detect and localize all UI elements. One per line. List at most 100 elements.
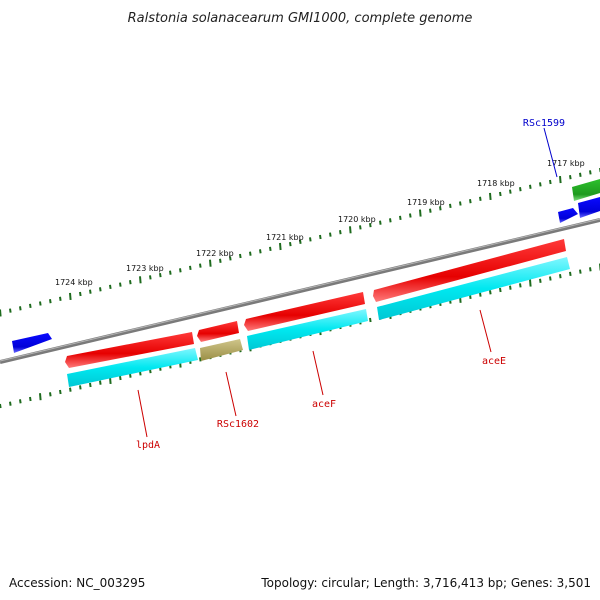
minor-tick bbox=[519, 187, 522, 192]
minor-tick bbox=[69, 387, 72, 392]
minor-tick bbox=[49, 392, 52, 397]
minor-tick bbox=[469, 199, 472, 204]
minor-tick bbox=[299, 239, 302, 244]
major-tick bbox=[529, 279, 532, 287]
minor-tick bbox=[509, 189, 512, 194]
kbp-label-1718: 1718 kbp bbox=[477, 179, 515, 188]
minor-tick bbox=[19, 399, 22, 404]
minor-tick bbox=[589, 170, 592, 175]
minor-tick bbox=[539, 182, 542, 187]
minor-tick bbox=[159, 272, 162, 278]
reverse-strand-features bbox=[67, 257, 570, 387]
minor-tick bbox=[329, 232, 332, 237]
minor-tick bbox=[219, 258, 222, 263]
gene-label-aceE[interactable]: aceE bbox=[482, 356, 506, 367]
minor-tick bbox=[439, 206, 442, 211]
gene-label-RSc1602[interactable]: RSc1602 bbox=[217, 419, 259, 430]
cds-feature-RSc1602[interactable] bbox=[197, 321, 239, 342]
minor-tick bbox=[229, 256, 232, 261]
minor-tick bbox=[359, 225, 362, 230]
minor-tick bbox=[579, 172, 582, 177]
minor-tick bbox=[589, 267, 592, 272]
minor-tick bbox=[509, 285, 512, 290]
map-title: Ralstonia solanacearum GMI1000, complete… bbox=[128, 11, 473, 26]
minor-tick bbox=[169, 270, 172, 275]
minor-tick bbox=[29, 303, 32, 309]
minor-tick bbox=[379, 220, 382, 225]
minor-tick bbox=[429, 208, 432, 213]
cds-feature-right-green[interactable] bbox=[572, 179, 600, 201]
major-tick bbox=[419, 209, 422, 217]
minor-tick bbox=[259, 249, 262, 254]
major-tick bbox=[349, 226, 352, 234]
cds-feature-aceE-rev[interactable] bbox=[377, 257, 570, 320]
minor-tick bbox=[39, 301, 42, 306]
accession-text: Accession: NC_003295 bbox=[9, 576, 145, 590]
minor-tick bbox=[199, 357, 202, 362]
gene-leader-lines bbox=[137, 127, 558, 438]
minor-tick bbox=[109, 284, 112, 290]
minor-tick bbox=[89, 382, 92, 388]
major-tick bbox=[39, 393, 42, 401]
minor-tick bbox=[459, 201, 462, 206]
minor-tick bbox=[399, 215, 402, 221]
minor-tick bbox=[499, 287, 502, 293]
minor-tick bbox=[149, 275, 152, 280]
gene-label-RSc1599[interactable]: RSc1599 bbox=[523, 118, 565, 129]
leader-aceF bbox=[312, 350, 324, 396]
leader-lpdA bbox=[137, 389, 148, 438]
gene-labels: lpdA RSc1602 aceF aceE RSc1599 bbox=[136, 118, 565, 451]
minor-tick bbox=[249, 251, 252, 256]
leader-RSc1599 bbox=[543, 127, 558, 178]
minor-tick bbox=[549, 179, 552, 185]
cds-feature-RSc1599[interactable] bbox=[558, 208, 578, 223]
minor-tick bbox=[89, 289, 92, 294]
minor-tick bbox=[309, 237, 312, 242]
minor-tick bbox=[369, 317, 372, 323]
leader-RSc1602 bbox=[225, 371, 237, 417]
minor-tick bbox=[189, 265, 192, 271]
minor-tick bbox=[79, 291, 82, 297]
minor-tick bbox=[289, 241, 292, 247]
cds-feature-aceF[interactable] bbox=[244, 292, 365, 331]
minor-tick bbox=[499, 191, 502, 197]
gene-label-lpdA[interactable]: lpdA bbox=[136, 440, 160, 451]
cds-feature-left-blue[interactable] bbox=[12, 333, 52, 353]
minor-tick bbox=[389, 218, 392, 223]
genome-backbone-highlight bbox=[0, 218, 600, 362]
minor-tick bbox=[569, 175, 572, 180]
minor-tick bbox=[409, 213, 412, 218]
cds-feature-aceE[interactable] bbox=[373, 239, 566, 302]
kbp-label-1721: 1721 kbp bbox=[266, 233, 304, 242]
forward-strand-features bbox=[12, 179, 600, 368]
kbp-labels: 1717 kbp 1718 kbp 1719 kbp 1720 kbp 1721… bbox=[55, 159, 585, 287]
minor-tick bbox=[539, 278, 542, 283]
kbp-label-1724: 1724 kbp bbox=[55, 278, 93, 287]
gene-label-aceF[interactable]: aceF bbox=[312, 399, 336, 410]
minor-tick bbox=[319, 234, 322, 240]
minor-tick bbox=[339, 230, 342, 235]
major-tick bbox=[489, 192, 492, 200]
major-tick bbox=[139, 276, 142, 284]
cds-feature-lpdA-rev[interactable] bbox=[67, 348, 198, 387]
cds-feature-right-blue[interactable] bbox=[578, 197, 600, 218]
kbp-label-1717: 1717 kbp bbox=[547, 159, 585, 168]
minor-tick bbox=[59, 296, 62, 301]
minor-tick bbox=[199, 263, 202, 268]
cds-feature-lpdA[interactable] bbox=[65, 332, 194, 368]
genome-summary-text: Topology: circular; Length: 3,716,413 bp… bbox=[260, 576, 591, 590]
cds-feature-RSc1602-rev[interactable] bbox=[200, 339, 243, 361]
major-tick bbox=[209, 259, 212, 267]
minor-tick bbox=[59, 389, 62, 395]
minor-tick bbox=[369, 222, 372, 228]
cds-feature-aceF-rev[interactable] bbox=[247, 309, 368, 350]
outer-tick-ring bbox=[0, 168, 600, 317]
minor-tick bbox=[549, 276, 552, 281]
minor-tick bbox=[479, 196, 482, 201]
minor-tick bbox=[569, 271, 572, 277]
minor-tick bbox=[29, 396, 32, 402]
minor-tick bbox=[129, 373, 132, 378]
minor-tick bbox=[239, 253, 242, 259]
minor-tick bbox=[99, 287, 102, 292]
minor-tick bbox=[559, 274, 562, 279]
